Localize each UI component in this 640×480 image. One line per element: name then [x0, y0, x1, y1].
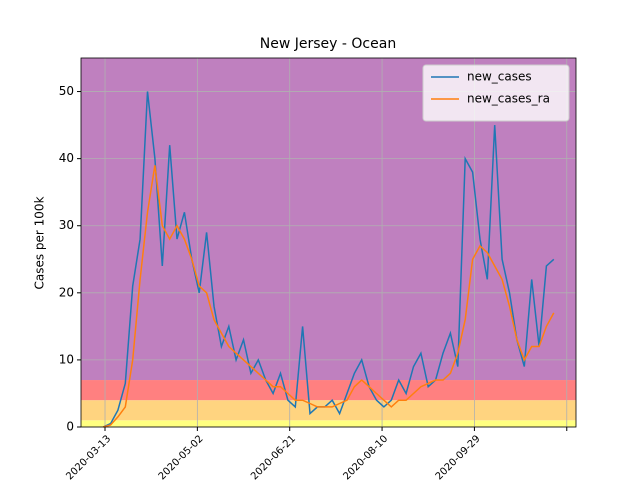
y-axis-label: Cases per 100k	[33, 196, 47, 289]
line-series	[102, 91, 555, 428]
chart-title: New Jersey - Ocean	[260, 36, 396, 52]
x-tick-label: 2020-08-10	[341, 433, 390, 480]
legend-label: new_cases_ra	[467, 92, 550, 106]
legend-box	[422, 64, 570, 122]
y-tick-label: 0	[66, 420, 74, 434]
risk-band	[81, 400, 576, 421]
legend-label: new_cases	[467, 70, 532, 84]
x-tick-label: 2020-05-02	[157, 433, 206, 480]
x-tick-label: 2020-06-21	[249, 433, 298, 480]
y-tick-label: 40	[59, 151, 74, 165]
y-tick-label: 20	[59, 285, 74, 299]
y-tick-label: 50	[59, 84, 74, 98]
risk-band	[81, 420, 576, 427]
x-tick-label: 2020-03-13	[64, 433, 113, 480]
plot-frame	[80, 57, 577, 428]
y-tick-label: 30	[59, 218, 74, 232]
line-series	[103, 165, 555, 428]
x-tick-label: 2020-09-29	[434, 433, 483, 480]
y-tick-label: 10	[59, 352, 74, 366]
risk-band	[81, 380, 576, 401]
